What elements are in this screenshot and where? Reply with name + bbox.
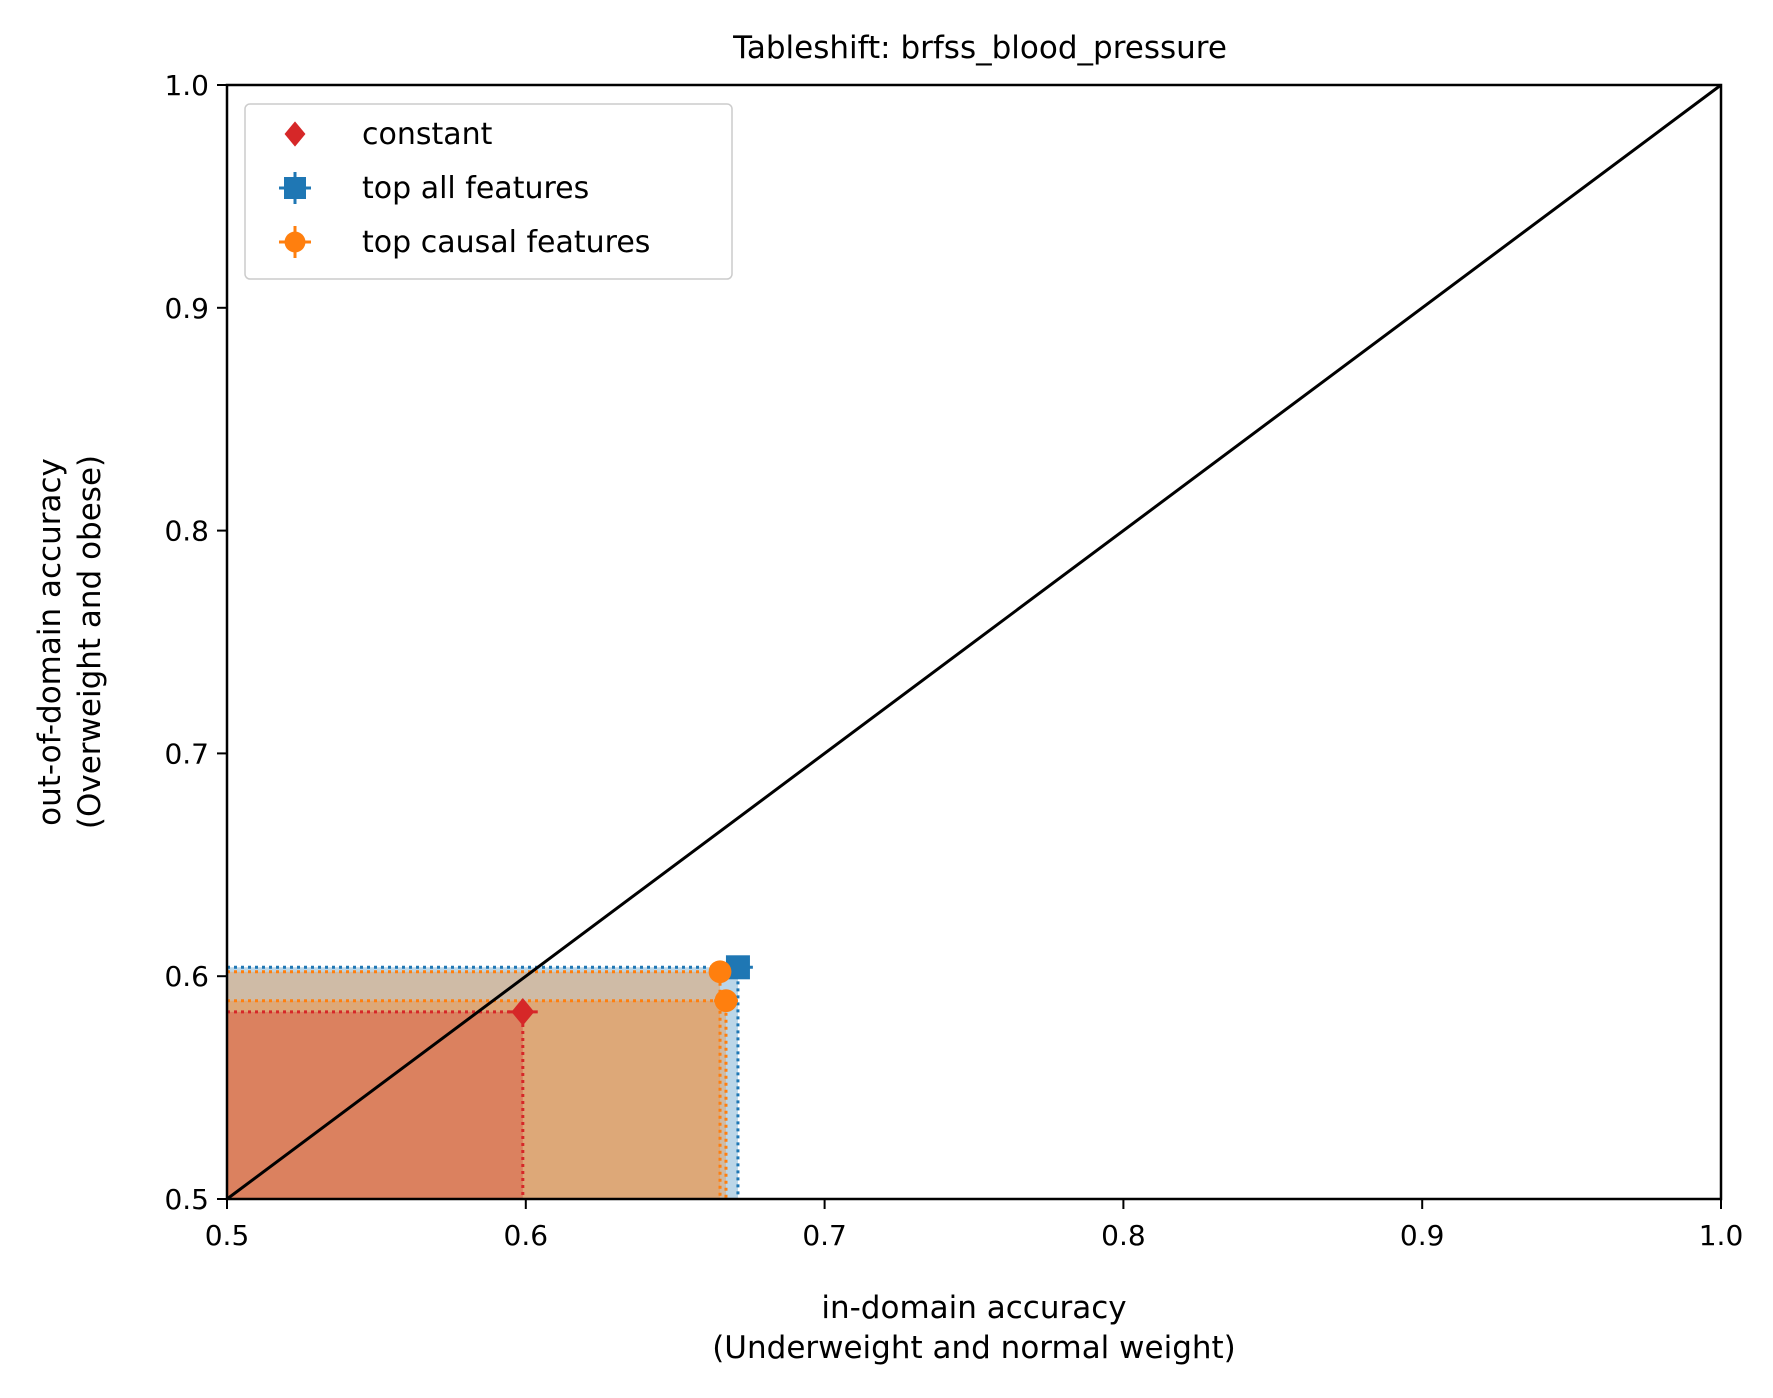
region-1-0 — [227, 967, 738, 1199]
point-top-causal-features-0 — [708, 960, 732, 984]
y-tick-label: 1.0 — [164, 69, 209, 102]
data-points — [507, 955, 753, 1026]
guide-1-0 — [227, 965, 740, 1199]
legend-label: constant — [362, 117, 493, 152]
legend-marker-1 — [284, 177, 306, 199]
diagonal — [226, 83, 1722, 1201]
coverage-regions — [227, 965, 740, 1199]
y-tick-label: 0.8 — [164, 515, 209, 548]
legend-item-constant: constant — [284, 117, 493, 152]
point-top-causal-features-1 — [714, 989, 738, 1013]
x-tick-label: 0.7 — [802, 1219, 847, 1252]
legend: constant top all features top causal featu… — [244, 103, 733, 280]
legend-marker-2 — [284, 231, 306, 253]
y-axis: 0.5 0.6 0.7 0.8 0.9 1.0 — [164, 69, 227, 1216]
y-tick-label: 0.5 — [164, 1183, 209, 1216]
x-tick-label: 0.8 — [1101, 1219, 1146, 1252]
legend-marker-0 — [284, 121, 306, 147]
legend-item-top-causal-features: top causal features — [279, 225, 650, 260]
x-tick-label: 0.5 — [205, 1219, 250, 1252]
y-tick-label: 0.9 — [164, 292, 209, 325]
legend-item-top-all-features: top all features — [279, 171, 589, 206]
diagonal-line — [226, 83, 1722, 1201]
legend-box — [244, 103, 733, 280]
x-axis-label-line1: in-domain accuracy — [821, 1290, 1126, 1326]
x-axis-label-line2: (Underweight and normal weight) — [712, 1330, 1236, 1366]
region-2-0 — [227, 971, 721, 1199]
point-constant-0 — [511, 998, 535, 1026]
x-tick-label: 0.9 — [1400, 1219, 1445, 1252]
legend-label: top causal features — [362, 225, 650, 260]
region-0-0 — [227, 1011, 523, 1199]
x-axis: 0.5 0.6 0.7 0.8 0.9 1.0 — [205, 1199, 1744, 1252]
y-tick-label: 0.7 — [164, 737, 209, 770]
y-tick-label: 0.6 — [164, 960, 209, 993]
legend-label: top all features — [362, 171, 589, 206]
guide-2-0 — [227, 970, 722, 1199]
plot-frame — [225, 83, 1723, 1201]
x-tick-label: 0.6 — [504, 1219, 549, 1252]
region-2-1 — [227, 1000, 726, 1199]
x-tick-label: 1.0 — [1699, 1219, 1744, 1252]
chart-title: Tableshift: brfss_blood_pressure — [732, 30, 1227, 66]
y-axis-label-line1: out-of-domain accuracy — [32, 458, 68, 826]
y-axis-label-line2: (Overweight and obese) — [72, 455, 108, 829]
